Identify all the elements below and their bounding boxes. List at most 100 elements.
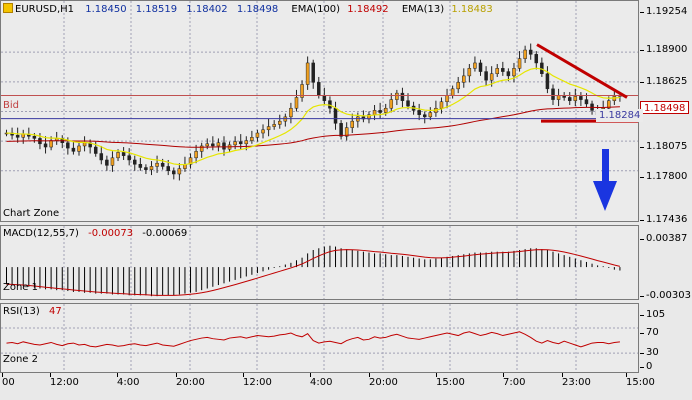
rsi-label: RSI(13) bbox=[3, 306, 40, 317]
time-tick: 23:00 bbox=[562, 373, 591, 388]
macd-panel[interactable]: MACD(12,55,7) -0.00073 -0.00069 Zone 1 bbox=[0, 225, 639, 300]
down-arrow-head-icon bbox=[593, 181, 617, 211]
candle-up bbox=[573, 96, 578, 101]
candle-up bbox=[439, 101, 444, 109]
candle-down bbox=[138, 164, 143, 168]
time-tick: 15:00 bbox=[436, 373, 465, 388]
candle-up bbox=[456, 82, 460, 90]
macd-tick: -0.00303 bbox=[640, 290, 691, 301]
candle-up bbox=[467, 68, 472, 77]
candle-down bbox=[579, 96, 583, 100]
candle-up bbox=[177, 168, 182, 175]
rsi-line bbox=[6, 331, 620, 348]
candle-down bbox=[166, 166, 170, 172]
candle-down bbox=[32, 136, 37, 139]
candle-down bbox=[71, 147, 76, 152]
candle-down bbox=[211, 143, 215, 147]
candle-up bbox=[261, 129, 265, 134]
ema-13-line bbox=[6, 67, 620, 166]
price-chart-panel[interactable]: EURUSD,H1 1.18450 1.18519 1.18402 1.1849… bbox=[0, 0, 639, 222]
candle-up bbox=[77, 145, 81, 152]
ema-100-line bbox=[6, 106, 620, 148]
ema-long-value: 1.18492 bbox=[347, 4, 389, 15]
price-tick: 1.19254 bbox=[639, 6, 688, 17]
candle-up bbox=[350, 120, 354, 128]
time-tick: 12:00 bbox=[243, 373, 272, 388]
candle-down bbox=[484, 71, 488, 81]
rsi-tick: 30 bbox=[640, 347, 659, 358]
candle-up bbox=[266, 126, 271, 131]
candle-up bbox=[489, 73, 494, 81]
price-chart[interactable] bbox=[1, 1, 639, 222]
open-value: 1.18450 bbox=[85, 4, 127, 15]
candle-up bbox=[383, 107, 388, 113]
candle-down bbox=[378, 110, 382, 113]
rsi-panel[interactable]: RSI(13) 47 Zone 2 bbox=[0, 303, 639, 373]
candle-up bbox=[216, 142, 221, 147]
rsi-tick: 70 bbox=[640, 327, 659, 338]
rsi-tick: 0 bbox=[639, 361, 653, 372]
macd-value-2: -0.00069 bbox=[142, 228, 188, 239]
candle-down bbox=[43, 143, 48, 148]
down-arrow-icon bbox=[602, 149, 609, 183]
time-tick: 15:00 bbox=[626, 373, 655, 388]
ema-short-label: EMA(13) bbox=[401, 4, 445, 15]
candle-up bbox=[523, 49, 527, 59]
rsi-chart[interactable] bbox=[1, 304, 639, 373]
time-tick: 4:00 bbox=[117, 373, 140, 388]
candle-down bbox=[127, 155, 131, 161]
candle-up bbox=[155, 162, 159, 167]
bid-price-label: 1.18498 bbox=[640, 101, 690, 114]
candle-up bbox=[233, 141, 237, 146]
candle-down bbox=[160, 162, 165, 167]
candle-down bbox=[417, 110, 421, 115]
time-tick: 00 bbox=[2, 373, 15, 388]
candle-down bbox=[93, 146, 98, 154]
candle-up bbox=[116, 152, 120, 159]
time-tick: 20:00 bbox=[176, 373, 205, 388]
candle-up bbox=[344, 127, 349, 137]
candle-up bbox=[462, 75, 466, 83]
rsi-header: RSI(13) 47 bbox=[3, 306, 62, 318]
price-tick: 1.17436 bbox=[639, 214, 688, 225]
chart-icon bbox=[3, 3, 13, 13]
candle-down bbox=[66, 142, 70, 149]
candle-down bbox=[15, 134, 20, 138]
chart-header: EURUSD,H1 1.18450 1.18519 1.18402 1.1849… bbox=[3, 3, 493, 16]
zone-2-label: Zone 2 bbox=[3, 354, 38, 365]
bid-label: Bid bbox=[3, 100, 19, 111]
macd-value-1: -0.00073 bbox=[88, 228, 134, 239]
candle-up bbox=[205, 143, 210, 147]
time-tick: 20:00 bbox=[369, 373, 398, 388]
time-tick: 12:00 bbox=[50, 373, 79, 388]
candle-up bbox=[289, 107, 293, 118]
candle-down bbox=[133, 159, 137, 165]
candle-up bbox=[255, 132, 260, 138]
ema-long-label: EMA(100) bbox=[291, 4, 341, 15]
macd-chart[interactable] bbox=[1, 226, 639, 300]
candle-down bbox=[222, 142, 226, 150]
rsi-tick: 105 bbox=[639, 309, 666, 320]
candle-up bbox=[450, 88, 455, 96]
low-value: 1.18402 bbox=[186, 4, 228, 15]
candle-down bbox=[584, 99, 589, 105]
resistance-trendline bbox=[536, 43, 628, 99]
candle-down bbox=[422, 114, 427, 118]
time-tick: 4:00 bbox=[310, 373, 333, 388]
time-axis[interactable]: 00 12:00 4:00 20:00 12:00 4:00 20:00 15:… bbox=[0, 373, 692, 400]
candle-up bbox=[445, 95, 449, 103]
ema-short-value: 1.18483 bbox=[451, 4, 493, 15]
time-tick: 7:00 bbox=[503, 373, 526, 388]
candle-down bbox=[400, 92, 405, 101]
candle-down bbox=[528, 49, 533, 55]
symbol-label: EURUSD,H1 bbox=[15, 4, 75, 15]
price-axis[interactable]: 1.19254 1.18900 1.18625 1.18075 1.17800 … bbox=[639, 0, 692, 373]
candle-up bbox=[188, 157, 193, 165]
candle-up bbox=[244, 140, 249, 145]
candle-up bbox=[194, 151, 198, 159]
price-tick: 1.18625 bbox=[639, 76, 688, 87]
candle-up bbox=[517, 58, 522, 69]
candle-up bbox=[607, 100, 611, 109]
candle-up bbox=[199, 145, 204, 152]
candle-up bbox=[294, 97, 299, 109]
